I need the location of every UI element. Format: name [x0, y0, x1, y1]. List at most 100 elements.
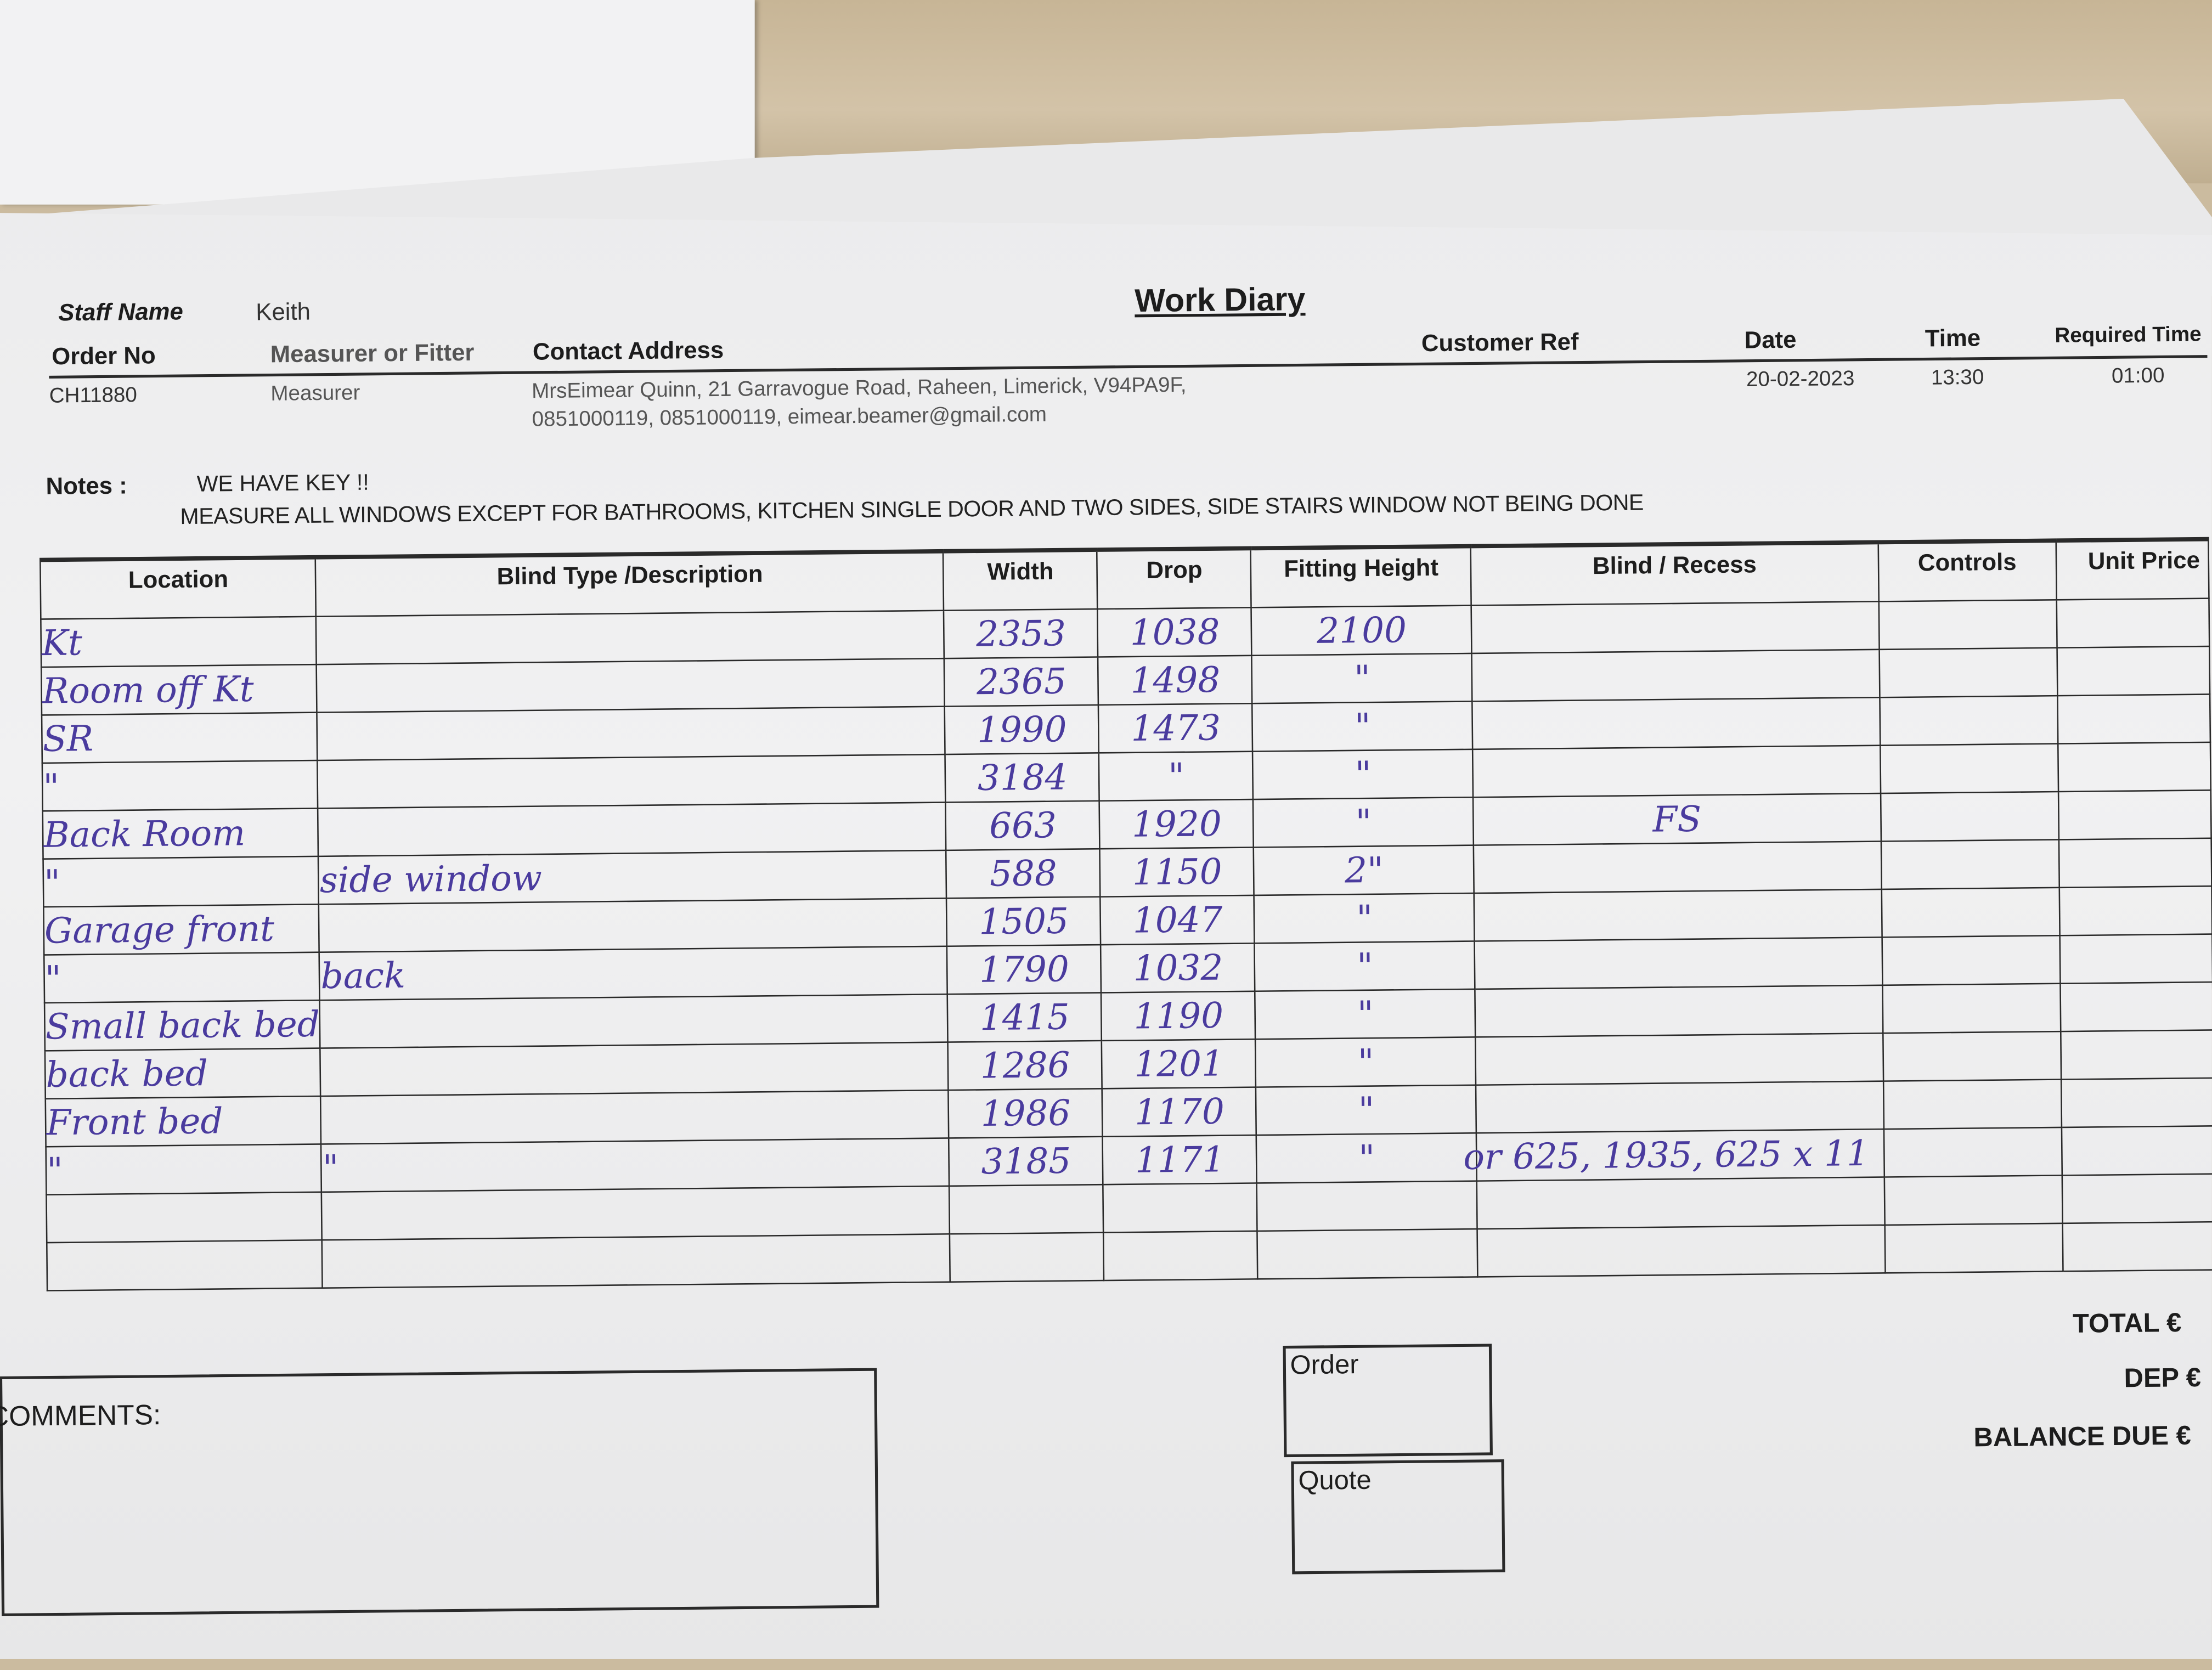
- cell-width[interactable]: 663: [945, 800, 1101, 850]
- cell-drop[interactable]: 1171: [1103, 1135, 1257, 1185]
- cell-fitting-height[interactable]: ": [1252, 749, 1474, 800]
- cell-width[interactable]: [949, 1184, 1104, 1234]
- cell-controls[interactable]: [1883, 1127, 2062, 1177]
- cell-drop[interactable]: ": [1099, 751, 1254, 801]
- cell-unit-price[interactable]: [2058, 790, 2211, 840]
- cell-blind-recess[interactable]: [1472, 745, 1881, 798]
- cell-width[interactable]: 3184: [945, 753, 1100, 803]
- cell-drop[interactable]: 1920: [1099, 799, 1254, 849]
- cell-fitting-height[interactable]: ": [1254, 893, 1475, 944]
- cell-fitting-height[interactable]: ": [1252, 701, 1473, 752]
- cell-unit-price[interactable]: [2057, 646, 2210, 696]
- cell-description[interactable]: [317, 658, 945, 713]
- cell-width[interactable]: 1990: [945, 704, 1099, 755]
- cell-width[interactable]: 1986: [948, 1088, 1103, 1138]
- cell-blind-recess[interactable]: [1474, 889, 1882, 941]
- cell-description[interactable]: [321, 1090, 949, 1144]
- cell-controls[interactable]: [1881, 887, 2060, 938]
- cell-unit-price[interactable]: [2057, 694, 2210, 744]
- cell-width[interactable]: 1415: [947, 992, 1102, 1042]
- cell-location[interactable]: Kt: [41, 616, 317, 667]
- cell-location[interactable]: SR: [42, 712, 318, 763]
- cell-blind-recess[interactable]: [1477, 1177, 1885, 1229]
- cell-drop[interactable]: 1201: [1102, 1039, 1256, 1089]
- cell-blind-recess[interactable]: [1471, 601, 1879, 653]
- cell-location[interactable]: Garage front: [43, 904, 320, 955]
- cell-description[interactable]: [320, 994, 949, 1048]
- cell-unit-price[interactable]: [2061, 1030, 2212, 1080]
- cell-width[interactable]: 3185: [949, 1136, 1104, 1186]
- cell-controls[interactable]: [1880, 743, 2058, 794]
- cell-controls[interactable]: [1882, 983, 2061, 1034]
- cell-unit-price[interactable]: [2061, 1077, 2212, 1127]
- cell-controls[interactable]: [1884, 1175, 2063, 1225]
- cell-drop[interactable]: 1190: [1101, 991, 1256, 1041]
- quote-checkbox[interactable]: Quote: [1291, 1459, 1505, 1575]
- cell-fitting-height[interactable]: [1257, 1229, 1478, 1279]
- cell-width[interactable]: 2365: [944, 657, 1099, 707]
- cell-location[interactable]: ": [42, 760, 319, 811]
- cell-blind-recess[interactable]: [1477, 1225, 1885, 1277]
- cell-blind-recess[interactable]: or 625, 1935, 625 x 11: [1462, 1129, 1870, 1181]
- cell-controls[interactable]: [1879, 696, 2058, 746]
- cell-fitting-height[interactable]: ": [1255, 1037, 1476, 1087]
- cell-width[interactable]: 2353: [944, 609, 1098, 659]
- cell-blind-recess[interactable]: [1474, 937, 1882, 989]
- cell-description[interactable]: [318, 802, 946, 856]
- cell-drop[interactable]: 1473: [1098, 703, 1253, 753]
- cell-fitting-height[interactable]: ": [1255, 941, 1475, 991]
- cell-controls[interactable]: [1883, 1079, 2062, 1130]
- cell-location[interactable]: back bed: [44, 1048, 321, 1099]
- cell-controls[interactable]: [1878, 647, 2058, 698]
- cell-controls[interactable]: [1880, 791, 2059, 842]
- cell-location[interactable]: ": [46, 1144, 323, 1195]
- cell-unit-price[interactable]: [2061, 1126, 2212, 1176]
- cell-width[interactable]: [950, 1232, 1104, 1282]
- cell-controls[interactable]: [1882, 935, 2061, 985]
- cell-unit-price[interactable]: [2059, 934, 2212, 984]
- cell-location[interactable]: Room off Kt: [41, 664, 318, 715]
- cell-blind-recess[interactable]: [1475, 1033, 1883, 1085]
- cell-controls[interactable]: [1878, 600, 2057, 650]
- cell-unit-price[interactable]: [2062, 1222, 2212, 1272]
- cell-controls[interactable]: [1884, 1223, 2063, 1273]
- cell-description[interactable]: [319, 898, 947, 952]
- comments-box[interactable]: COMMENTS:: [0, 1368, 879, 1617]
- cell-drop[interactable]: 1170: [1102, 1087, 1257, 1137]
- cell-fitting-height[interactable]: ": [1256, 1133, 1477, 1183]
- cell-fitting-height[interactable]: ": [1252, 653, 1472, 704]
- cell-drop[interactable]: [1103, 1183, 1258, 1233]
- cell-fitting-height[interactable]: 2": [1254, 845, 1475, 895]
- cell-blind-recess[interactable]: [1471, 649, 1880, 702]
- cell-description[interactable]: [317, 706, 946, 761]
- cell-drop[interactable]: 1038: [1097, 607, 1252, 657]
- cell-width[interactable]: 588: [946, 849, 1101, 899]
- cell-fitting-height[interactable]: ": [1255, 989, 1476, 1040]
- cell-drop[interactable]: 1150: [1100, 847, 1255, 897]
- cell-description[interactable]: [320, 1042, 949, 1096]
- cell-description[interactable]: back: [319, 946, 948, 1001]
- cell-drop[interactable]: 1498: [1098, 655, 1253, 705]
- cell-unit-price[interactable]: [2056, 598, 2210, 648]
- cell-fitting-height[interactable]: 2100: [1251, 605, 1472, 656]
- cell-description[interactable]: ": [321, 1138, 950, 1192]
- cell-unit-price[interactable]: [2062, 1173, 2212, 1223]
- cell-blind-recess[interactable]: [1474, 841, 1882, 894]
- order-checkbox[interactable]: Order: [1283, 1344, 1493, 1458]
- cell-description[interactable]: [317, 610, 945, 665]
- cell-controls[interactable]: [1882, 1031, 2062, 1081]
- cell-location[interactable]: [47, 1240, 323, 1291]
- cell-drop[interactable]: 1047: [1101, 895, 1255, 945]
- cell-controls[interactable]: [1881, 839, 2059, 889]
- cell-width[interactable]: 1790: [947, 945, 1102, 995]
- cell-location[interactable]: Small back bed: [44, 1000, 321, 1051]
- cell-blind-recess[interactable]: [1475, 985, 1883, 1037]
- cell-unit-price[interactable]: [2059, 886, 2212, 936]
- cell-blind-recess[interactable]: [1472, 697, 1880, 749]
- cell-description[interactable]: [322, 1186, 950, 1240]
- cell-description[interactable]: side window: [319, 850, 947, 905]
- cell-description[interactable]: [322, 1234, 951, 1288]
- cell-location[interactable]: ": [43, 856, 320, 907]
- cell-unit-price[interactable]: [2060, 982, 2212, 1032]
- cell-fitting-height[interactable]: ": [1253, 797, 1474, 848]
